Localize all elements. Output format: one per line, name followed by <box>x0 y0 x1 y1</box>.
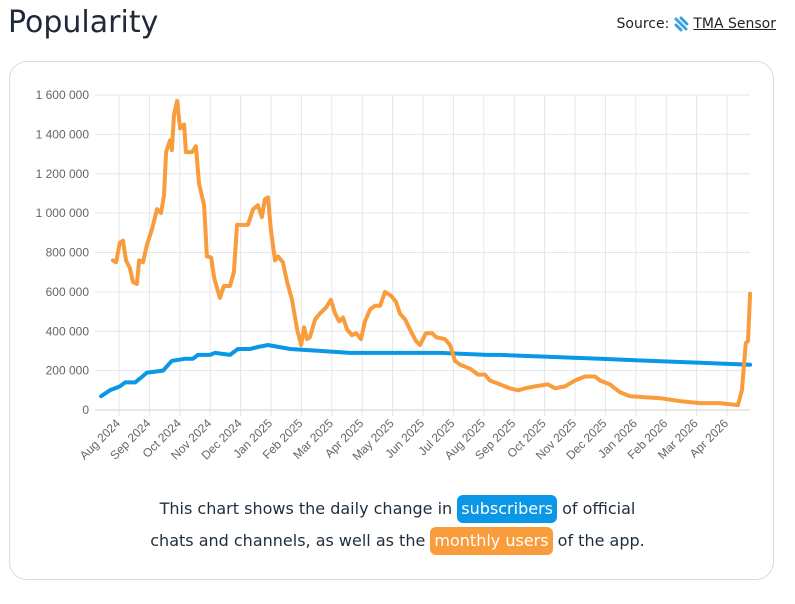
y-tick-label: 200 000 <box>46 364 90 378</box>
caption-text: This chart shows the daily change in <box>159 499 453 518</box>
series-line-monthly-users <box>110 98 753 408</box>
y-tick-label: 1 000 000 <box>36 206 90 220</box>
monthly-users-badge: monthly users <box>430 527 553 555</box>
source: Source: TMA Sensor <box>617 16 776 32</box>
y-tick-label: 600 000 <box>46 285 90 299</box>
y-tick-label: 1 400 000 <box>36 127 90 141</box>
series-line-subscribers <box>99 343 753 399</box>
tma-sensor-logo-icon <box>674 16 689 32</box>
y-tick-label: 400 000 <box>46 324 90 338</box>
y-tick-label: 1 600 000 <box>36 88 90 102</box>
source-label: Source: <box>616 16 670 32</box>
subscribers-badge: subscribers <box>457 495 557 523</box>
chart-card <box>9 61 774 580</box>
y-tick-label: 800 000 <box>46 246 90 260</box>
y-tick-label: 1 200 000 <box>36 167 90 181</box>
caption-text: of official <box>562 499 636 518</box>
y-tick-label: 0 <box>82 403 89 417</box>
caption-text: chats and channels, as well as the <box>150 531 426 550</box>
source-link[interactable]: TMA Sensor <box>693 16 776 32</box>
caption-line-2: chats and channels, as well as the month… <box>0 525 795 557</box>
caption-line-1: This chart shows the daily change in sub… <box>0 493 795 525</box>
page-title: Popularity <box>8 5 159 40</box>
caption-text: of the app. <box>557 531 645 550</box>
